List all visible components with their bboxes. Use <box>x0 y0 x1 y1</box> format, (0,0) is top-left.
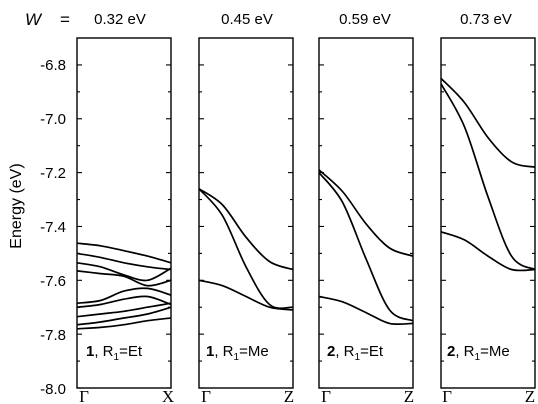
x-tick-start: Γ <box>201 387 211 404</box>
band-curve-4 <box>76 270 172 287</box>
band-curve-3 <box>198 279 294 311</box>
panel-w-value: 0.32 eV <box>94 11 146 28</box>
panel-label-sub: 1 <box>114 352 120 363</box>
y-tick-label: -7.8 <box>40 327 66 344</box>
band-curve-6 <box>76 295 172 309</box>
band-curve-9 <box>76 317 172 330</box>
panel-label: 2, R1=Me <box>447 343 510 363</box>
panel-frame <box>198 37 294 389</box>
panel-label: 1, R1=Me <box>206 343 269 363</box>
panel-label: 2, R1=Et <box>327 343 384 363</box>
panel-3: 0.59 eV 2, R1=Et Γ Z <box>318 11 414 404</box>
panel-label-num: 1 <box>86 343 94 360</box>
x-tick-start: Γ <box>442 387 452 404</box>
x-tick-end: Z <box>525 387 535 404</box>
panel-w-value: 0.45 eV <box>221 11 273 28</box>
panel-2: 0.45 eV 1, R1=Me Γ Z <box>198 11 294 404</box>
panel-w-value: 0.73 eV <box>460 11 512 28</box>
band-curve-8 <box>76 306 172 326</box>
y-tick-label: -7.0 <box>40 111 66 128</box>
band-curves <box>440 77 536 272</box>
panel-frame <box>440 37 536 389</box>
panel-label-mid: , R <box>455 343 474 360</box>
w-equals: = <box>60 10 70 29</box>
band-curve-3 <box>76 261 172 282</box>
band-curve-1 <box>76 242 172 264</box>
x-tick-end: Z <box>284 387 294 404</box>
band-curve-2 <box>318 172 414 322</box>
band-curve-7 <box>76 302 172 318</box>
x-tick-end: Z <box>404 387 414 404</box>
x-tick-end: X <box>162 387 174 404</box>
band-curve-2 <box>198 188 294 310</box>
panel-label-mid: , R <box>214 343 233 360</box>
panel-label-sub: 1 <box>355 352 361 363</box>
panel-label-rest: =Me <box>480 343 510 360</box>
band-curves <box>76 242 172 330</box>
x-tick-start: Γ <box>321 387 331 404</box>
band-curve-2 <box>76 252 172 271</box>
y-tick-labels: -6.8 -7.0 -7.2 -7.4 -7.6 -7.8 -8.0 <box>40 57 66 398</box>
band-curve-5 <box>76 287 172 305</box>
panel-frame <box>318 37 414 389</box>
y-tick-label: -7.6 <box>40 273 66 290</box>
panel-label-rest: =Me <box>239 343 269 360</box>
panel-w-value: 0.59 eV <box>339 11 391 28</box>
panel-label-rest: =Et <box>119 343 143 360</box>
y-ticks <box>319 64 413 389</box>
band-curve-1 <box>440 77 536 169</box>
band-curve-1 <box>318 169 414 257</box>
y-tick-label: -8.0 <box>40 381 66 398</box>
y-ticks <box>77 64 171 389</box>
x-tick-start: Γ <box>79 387 89 404</box>
y-tick-label: -7.2 <box>40 165 66 182</box>
panel-label-mid: , R <box>335 343 354 360</box>
panel-label-mid: , R <box>94 343 113 360</box>
y-ticks <box>441 64 535 389</box>
band-curve-3 <box>440 230 536 272</box>
panel-label: 1, R1=Et <box>86 343 143 363</box>
y-tick-label: -7.4 <box>40 219 66 236</box>
band-curve-3 <box>318 295 414 326</box>
band-curves <box>318 169 414 326</box>
band-curves <box>198 188 294 311</box>
panel-1: 0.32 eV 1, R1=Et Γ X <box>76 11 174 404</box>
panel-frame <box>76 37 172 389</box>
panel-4: 0.73 eV 2, R1=Me Γ Z <box>440 11 536 404</box>
band-curve-1 <box>198 188 294 271</box>
panel-label-num: 2 <box>447 343 455 360</box>
y-axis-label: Energy (eV) <box>8 163 25 248</box>
panel-label-sub: 1 <box>475 352 481 363</box>
y-tick-label: -6.8 <box>40 57 66 74</box>
panel-label-num: 1 <box>206 343 214 360</box>
panel-label-rest: =Et <box>360 343 384 360</box>
panel-label-num: 2 <box>327 343 335 360</box>
band-curve-2 <box>440 83 536 271</box>
panel-label-sub: 1 <box>234 352 240 363</box>
y-ticks <box>199 64 293 389</box>
w-symbol: W <box>25 10 43 29</box>
